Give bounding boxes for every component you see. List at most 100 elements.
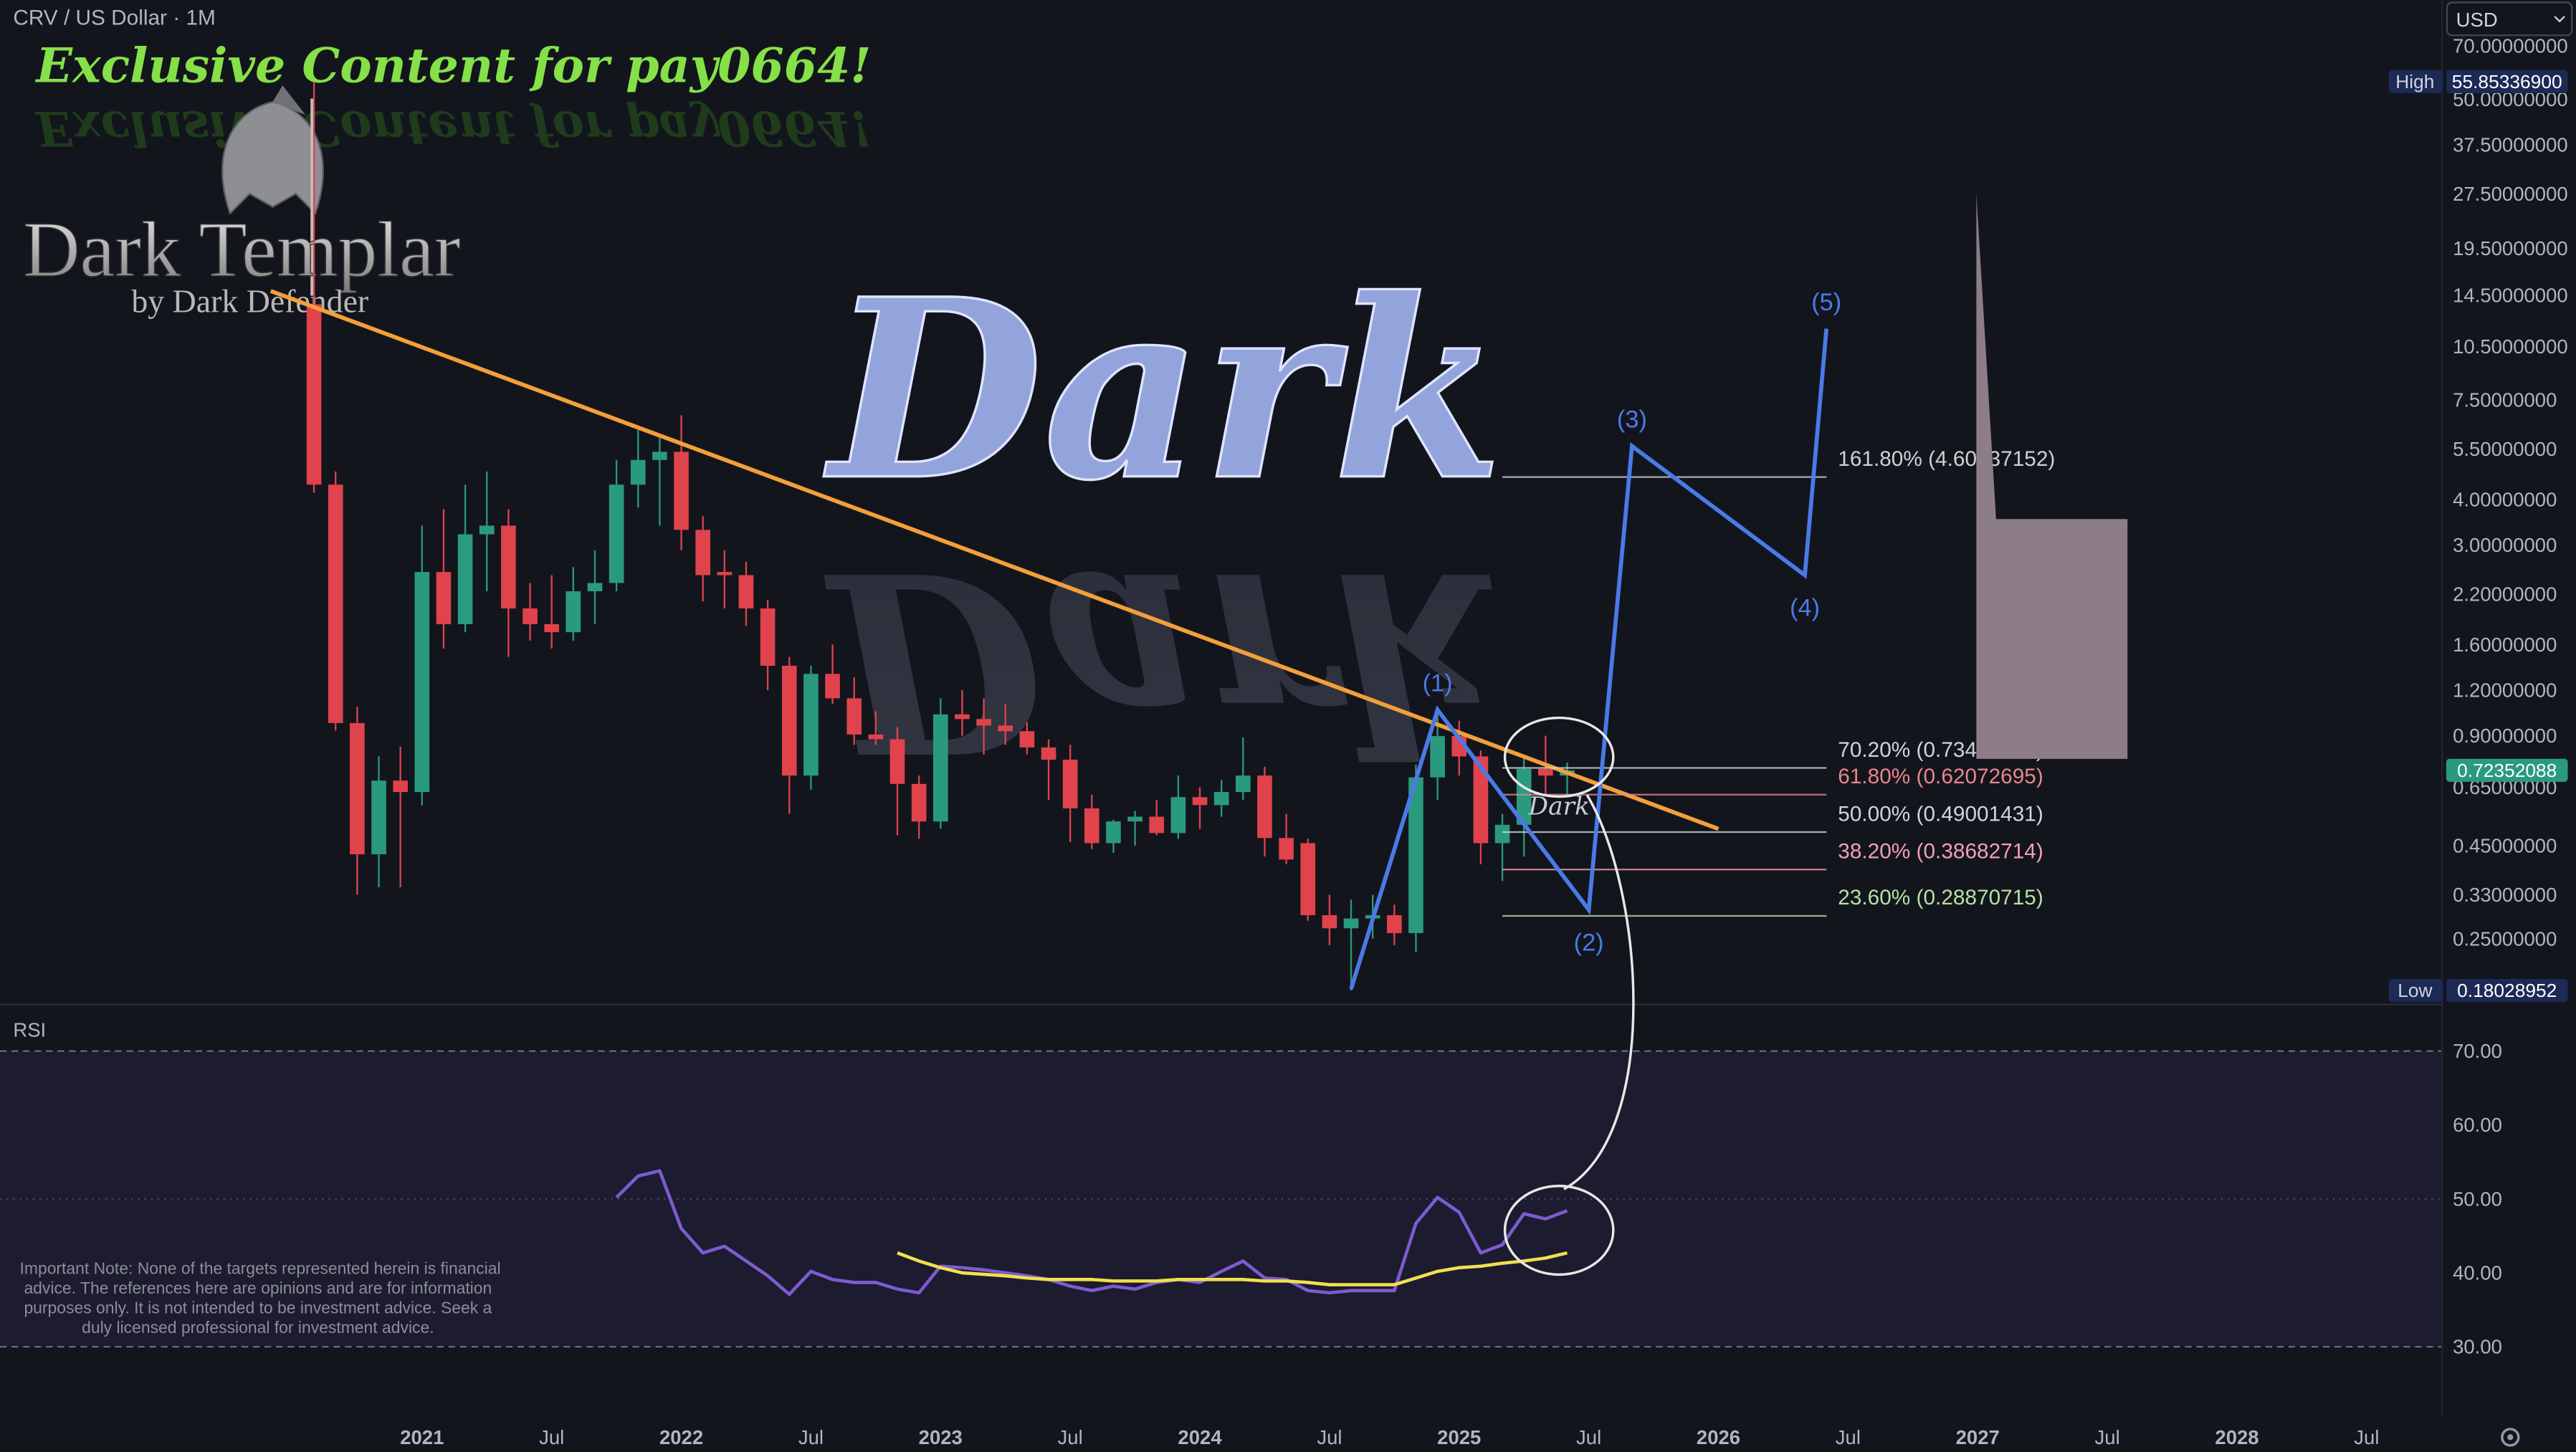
candle-body bbox=[781, 665, 797, 776]
x-tick-label: Jul bbox=[2354, 1426, 2379, 1448]
candle-body bbox=[328, 484, 343, 723]
wave-label: (5) bbox=[1811, 289, 1841, 316]
y-tick-label: 1.60000000 bbox=[2453, 634, 2557, 656]
x-tick-label: 2024 bbox=[1178, 1426, 1222, 1448]
x-tick-label: 2026 bbox=[1697, 1426, 1740, 1448]
connector bbox=[1563, 794, 1635, 1190]
wave-label: (4) bbox=[1790, 594, 1820, 621]
y-tick-label: 60.00 bbox=[2453, 1114, 2502, 1136]
small-watermark: Dark bbox=[1528, 792, 1590, 821]
x-tick-label: Jul bbox=[1836, 1426, 1861, 1448]
big-watermark-reflection: Dark bbox=[822, 516, 1504, 806]
candles bbox=[269, 81, 1829, 991]
candle-body bbox=[695, 530, 711, 575]
fib-label: 23.60% (0.28870715) bbox=[1838, 886, 2043, 909]
candle-body bbox=[1213, 792, 1229, 806]
fib-label: 161.80% (4.60537152) bbox=[1838, 447, 2055, 471]
candle-body bbox=[1106, 821, 1121, 844]
y-tick-label: 27.50000000 bbox=[2453, 183, 2568, 205]
candle-body bbox=[544, 624, 559, 633]
candle-body bbox=[501, 525, 516, 608]
x-tick-label: Jul bbox=[1576, 1426, 1601, 1448]
currency-label[interactable]: USD bbox=[2456, 9, 2498, 31]
wave-label: (3) bbox=[1617, 406, 1647, 434]
y-tick-label: 40.00 bbox=[2453, 1262, 2502, 1284]
candle-body bbox=[674, 452, 689, 530]
candle-body bbox=[1408, 777, 1423, 933]
candle-body bbox=[1019, 731, 1035, 748]
promo-reflection: Exclusive Content for pay0664! bbox=[34, 100, 871, 156]
currency-box[interactable] bbox=[2446, 1, 2573, 37]
candle-body bbox=[371, 780, 386, 854]
background-layer bbox=[0, 1050, 2442, 1348]
projection-shape bbox=[1976, 194, 2128, 759]
y-tick-label: 10.50000000 bbox=[2453, 335, 2568, 358]
candle-body bbox=[955, 714, 970, 720]
y-tick-label: 70.00 bbox=[2453, 1040, 2502, 1062]
currency-chevron[interactable] bbox=[2554, 16, 2565, 23]
candle-body bbox=[932, 714, 948, 822]
promo-text-reflection: Exclusive Content for pay0664! bbox=[34, 100, 871, 156]
elliott-wave bbox=[1349, 328, 1829, 990]
candle-body bbox=[868, 734, 884, 740]
candle-body bbox=[1473, 756, 1489, 844]
candle-body bbox=[1127, 816, 1142, 822]
low_marker-name-box bbox=[2388, 979, 2443, 1003]
candle-body bbox=[1430, 736, 1445, 778]
candle-body bbox=[717, 572, 733, 575]
candle-body bbox=[1041, 747, 1056, 760]
settings-icon-center[interactable] bbox=[2507, 1434, 2514, 1441]
candle-body bbox=[998, 725, 1013, 732]
candle-body bbox=[350, 722, 365, 854]
rsi-line bbox=[615, 1169, 1568, 1296]
y-tick-label: 3.00000000 bbox=[2453, 534, 2557, 556]
x-tick-label: 2023 bbox=[919, 1426, 963, 1448]
rsi-band bbox=[0, 1051, 2442, 1347]
last_price-box bbox=[2446, 758, 2568, 782]
candle-body bbox=[803, 674, 819, 776]
settings-icon[interactable] bbox=[2501, 1428, 2520, 1447]
big-watermark-reflection-text: Dark bbox=[822, 516, 1504, 806]
high_marker-name: High bbox=[2395, 71, 2434, 92]
candle-body bbox=[1538, 768, 1553, 776]
high_marker-label: 55.85336900 bbox=[2452, 71, 2562, 92]
logo-crest bbox=[272, 85, 306, 115]
candle-body bbox=[738, 575, 754, 608]
y-tick-label: 14.50000000 bbox=[2453, 285, 2568, 307]
x-tick-label: Jul bbox=[1058, 1426, 1083, 1448]
y-tick-label: 4.00000000 bbox=[2453, 488, 2557, 510]
disclaimer-line: purposes only. It is not intended to be … bbox=[24, 1298, 492, 1317]
promo-text: Exclusive Content for pay0664! bbox=[34, 38, 871, 94]
currency-select[interactable]: USD bbox=[2446, 1, 2573, 37]
marks: 161.80% (4.60537152)70.20% (0.73458000)6… bbox=[269, 81, 2055, 1296]
y-tick-label: 7.50000000 bbox=[2453, 388, 2557, 411]
fib-label: 50.00% (0.49001431) bbox=[1838, 802, 2043, 826]
rsi-line bbox=[897, 1251, 1568, 1286]
candle-body bbox=[566, 591, 581, 633]
wave-label: (2) bbox=[1574, 929, 1604, 956]
fib-label: 38.20% (0.38682714) bbox=[1838, 840, 2043, 864]
candle-body bbox=[1062, 759, 1078, 808]
candle-body bbox=[976, 719, 991, 726]
low_marker-box bbox=[2446, 979, 2568, 1003]
x-tick-label: 2028 bbox=[2215, 1426, 2258, 1448]
disclaimer-line: duly licensed professional for investmen… bbox=[82, 1318, 434, 1337]
high_marker-box bbox=[2446, 70, 2568, 93]
x-tick-label: Jul bbox=[1317, 1426, 1342, 1448]
overlay: Dark CRV / US Dollar · 1M USD 2021 Jul 202… bbox=[13, 1, 2573, 1448]
trendline bbox=[269, 289, 1719, 831]
candle-body bbox=[630, 459, 646, 485]
candle-body bbox=[846, 698, 862, 735]
candle-body bbox=[825, 674, 840, 699]
y-tick-label: 70.00000000 bbox=[2453, 34, 2568, 57]
candle-body bbox=[436, 572, 452, 624]
candle-body bbox=[911, 783, 927, 822]
y-tick-label: 0.33000000 bbox=[2453, 884, 2557, 906]
candle-body bbox=[457, 534, 473, 624]
x-tick-label: 2025 bbox=[1437, 1426, 1481, 1448]
y-tick-label: 1.20000000 bbox=[2453, 679, 2557, 701]
last_price-label: 0.72352088 bbox=[2457, 760, 2557, 781]
rsi-lines bbox=[615, 1169, 1568, 1296]
